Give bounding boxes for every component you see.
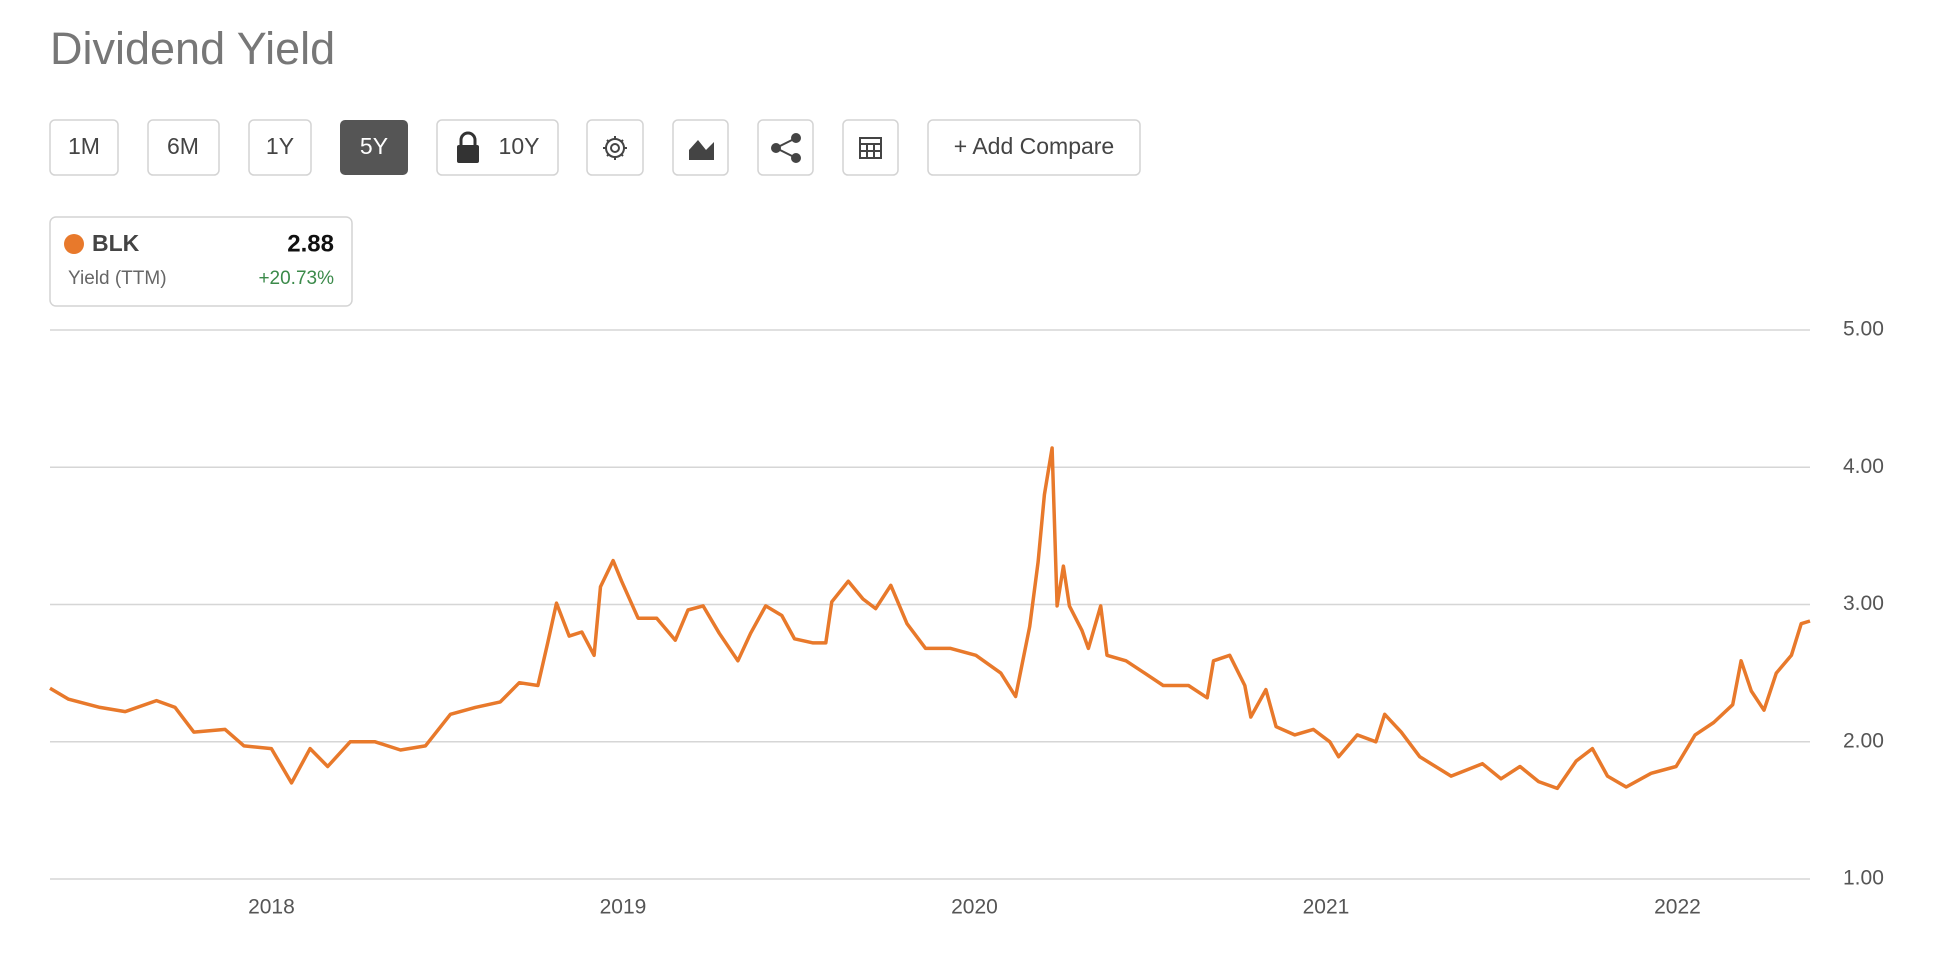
button-label[interactable]: 6M [167, 133, 199, 159]
legend-change: +20.73% [258, 268, 334, 289]
y-tick-label: 4.00 [1843, 455, 1884, 478]
share-icon [771, 133, 801, 163]
legend-metric: Yield (TTM) [68, 268, 167, 289]
y-tick-label: 3.00 [1843, 592, 1884, 615]
x-tick-label: 2021 [1303, 896, 1350, 919]
button-label[interactable]: 10Y [499, 133, 540, 159]
legend-box [49, 216, 353, 307]
table-button[interactable] [842, 119, 899, 176]
gear-icon [603, 136, 627, 160]
button-label[interactable]: 5Y [360, 133, 388, 159]
chart-title: Dividend Yield [50, 23, 335, 74]
range-button[interactable] [436, 119, 559, 176]
chart-icon [689, 140, 714, 160]
legend-value: 2.88 [287, 230, 334, 257]
share-button[interactable] [757, 119, 814, 176]
button-label[interactable]: + Add Compare [954, 133, 1114, 159]
x-tick-label: 2018 [248, 896, 295, 919]
button-label[interactable]: 1Y [266, 133, 294, 159]
x-tick-label: 2019 [600, 896, 647, 919]
series-line [49, 446, 1811, 791]
add-compare-button[interactable] [927, 119, 1141, 176]
x-tick-label: 2020 [951, 896, 998, 919]
range-button[interactable] [248, 119, 312, 176]
y-tick-label: 1.00 [1843, 867, 1884, 890]
range-button[interactable] [49, 119, 119, 176]
range-button[interactable] [147, 119, 220, 176]
legend-swatch [64, 234, 84, 254]
lock-icon [457, 131, 479, 163]
settings-button[interactable] [586, 119, 644, 176]
legend-ticker: BLK [92, 230, 140, 256]
x-tick-label: 2022 [1654, 896, 1701, 919]
y-tick-label: 2.00 [1843, 729, 1884, 752]
table-icon [859, 137, 882, 159]
button-label[interactable]: 1M [68, 133, 100, 159]
range-button-active[interactable] [340, 120, 408, 175]
y-tick-label: 5.00 [1843, 318, 1884, 341]
